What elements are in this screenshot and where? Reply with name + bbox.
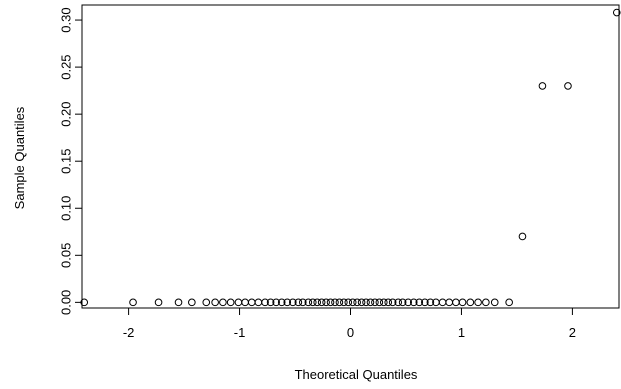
data-point bbox=[466, 298, 475, 307]
data-point bbox=[404, 298, 412, 307]
data-point bbox=[564, 82, 572, 90]
data-point bbox=[254, 298, 263, 307]
data-point bbox=[331, 298, 339, 307]
data-point bbox=[538, 82, 547, 90]
x-axis: -2 -1 0 1 2 bbox=[123, 307, 576, 340]
data-point bbox=[366, 298, 375, 307]
data-points bbox=[80, 8, 621, 307]
data-point bbox=[518, 232, 527, 241]
y-tick-label: 0.05 bbox=[59, 243, 74, 268]
data-point bbox=[294, 298, 303, 307]
data-point bbox=[388, 298, 397, 307]
x-tick-label: 2 bbox=[569, 325, 576, 340]
data-point bbox=[340, 298, 348, 307]
y-tick-label: 0.20 bbox=[59, 101, 74, 126]
y-tick-label: 0.10 bbox=[59, 196, 74, 221]
data-point bbox=[335, 298, 344, 307]
data-point bbox=[174, 298, 183, 307]
data-point bbox=[409, 298, 418, 307]
data-point bbox=[80, 298, 89, 307]
data-point bbox=[266, 298, 275, 307]
x-tick-label: 1 bbox=[458, 325, 465, 340]
data-point bbox=[482, 298, 490, 307]
y-tick-label: 0.15 bbox=[59, 149, 74, 174]
data-point bbox=[445, 298, 454, 307]
data-point bbox=[384, 298, 393, 307]
data-point bbox=[298, 298, 307, 307]
data-point bbox=[458, 298, 467, 307]
data-point bbox=[261, 298, 269, 307]
data-point bbox=[272, 298, 280, 307]
data-point bbox=[490, 298, 499, 307]
data-point bbox=[219, 298, 227, 307]
data-point bbox=[438, 298, 447, 307]
data-point bbox=[247, 298, 256, 307]
data-point bbox=[241, 298, 249, 307]
data-point bbox=[379, 298, 388, 307]
data-point bbox=[154, 298, 163, 307]
data-point bbox=[474, 298, 482, 307]
data-point bbox=[612, 8, 621, 17]
data-point bbox=[308, 298, 317, 307]
y-tick-label: 0.00 bbox=[59, 290, 74, 315]
data-point bbox=[353, 298, 361, 307]
data-point bbox=[505, 298, 513, 307]
data-point bbox=[202, 298, 211, 307]
data-point bbox=[426, 298, 435, 307]
data-point bbox=[211, 298, 219, 307]
plot-frame bbox=[81, 4, 620, 309]
data-point bbox=[283, 298, 292, 307]
y-axis: 0.00 0.05 0.10 0.15 0.20 0.25 0.30 bbox=[59, 7, 83, 315]
data-point bbox=[313, 298, 322, 307]
y-tick-label: 0.30 bbox=[59, 7, 74, 32]
data-point bbox=[317, 298, 326, 307]
x-tick-label: -2 bbox=[123, 325, 135, 340]
data-point bbox=[289, 298, 297, 307]
data-point bbox=[375, 298, 384, 307]
x-axis-label: Theoretical Quantiles bbox=[295, 367, 418, 382]
x-tick-label: 0 bbox=[347, 325, 354, 340]
data-point bbox=[362, 298, 370, 307]
data-point bbox=[371, 298, 379, 307]
data-point bbox=[348, 298, 357, 307]
data-point bbox=[277, 298, 286, 307]
data-point bbox=[421, 298, 429, 307]
data-point bbox=[234, 298, 243, 307]
data-point bbox=[226, 298, 235, 307]
data-point bbox=[344, 298, 353, 307]
data-point bbox=[304, 298, 313, 307]
data-point bbox=[322, 298, 330, 307]
data-point bbox=[357, 298, 366, 307]
data-point bbox=[415, 298, 424, 307]
data-point bbox=[129, 298, 137, 307]
data-point bbox=[188, 298, 196, 307]
data-point bbox=[398, 298, 407, 307]
x-tick-label: -1 bbox=[234, 325, 246, 340]
data-point bbox=[326, 298, 335, 307]
data-point bbox=[452, 298, 460, 307]
y-axis-label: Sample Quantiles bbox=[12, 106, 27, 209]
y-tick-label: 0.25 bbox=[59, 54, 74, 79]
data-point bbox=[394, 298, 403, 307]
